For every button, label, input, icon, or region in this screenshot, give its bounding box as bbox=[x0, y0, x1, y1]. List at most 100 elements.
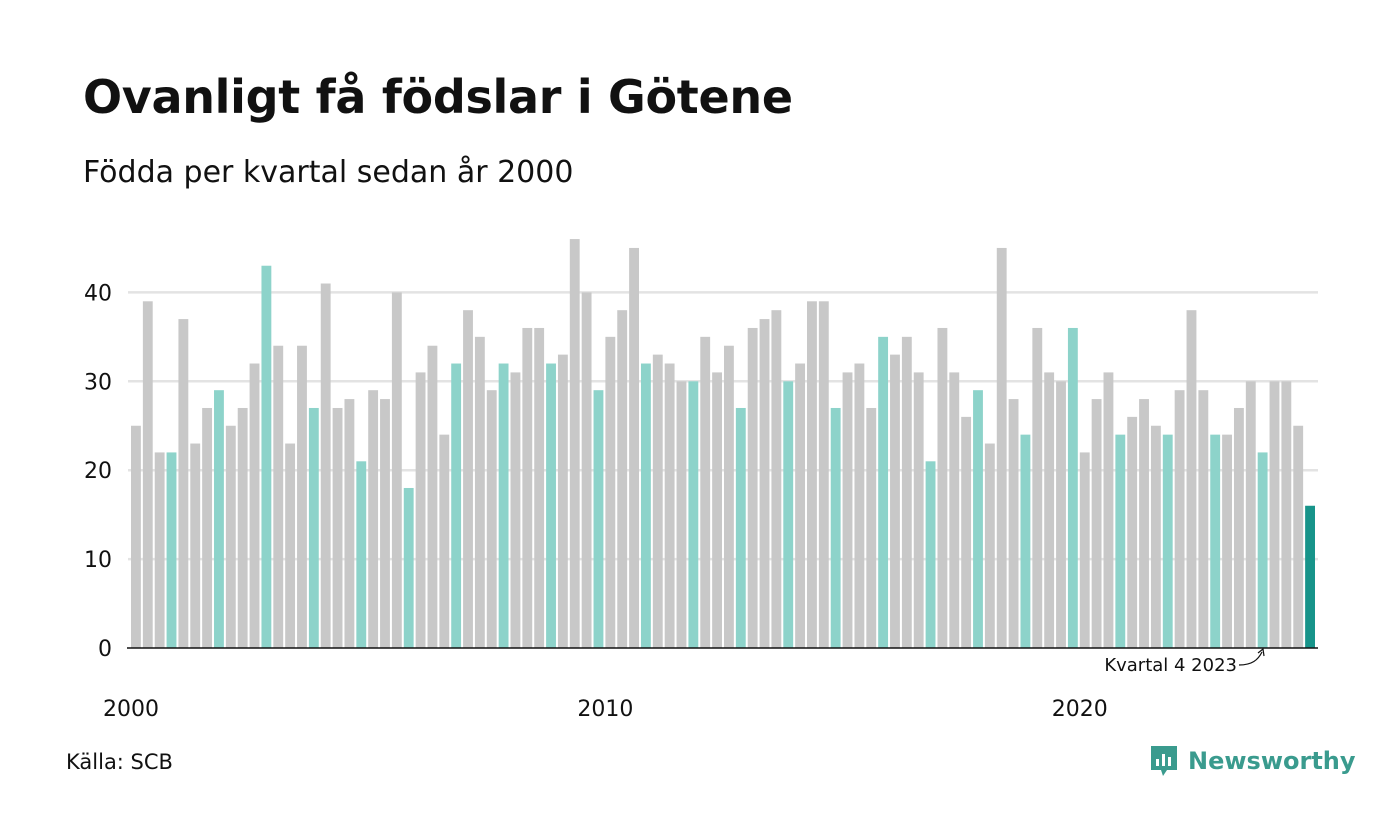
bar bbox=[166, 452, 177, 648]
bar bbox=[1067, 327, 1078, 648]
bar bbox=[747, 327, 758, 648]
bar bbox=[297, 345, 307, 648]
y-tick-label: 30 bbox=[84, 370, 112, 395]
bar bbox=[1281, 381, 1292, 648]
annotation-label: Kvartal 4 2023 bbox=[1104, 655, 1237, 676]
axes: 0 10 20 30 40 2000 2010 2020 bbox=[84, 281, 1318, 722]
bar bbox=[403, 487, 414, 648]
bar bbox=[273, 345, 284, 648]
bar bbox=[510, 372, 521, 648]
bar bbox=[890, 354, 900, 648]
bar bbox=[1020, 434, 1031, 648]
y-tick-label: 40 bbox=[84, 281, 112, 306]
bar bbox=[486, 390, 497, 648]
bar bbox=[1091, 399, 1102, 648]
y-tick-label: 20 bbox=[84, 459, 112, 484]
bar bbox=[996, 247, 1007, 648]
bar bbox=[1150, 425, 1161, 648]
bar bbox=[688, 381, 699, 648]
bar bbox=[344, 399, 355, 648]
bar bbox=[973, 390, 983, 648]
bar bbox=[1257, 452, 1268, 648]
bar bbox=[249, 363, 260, 648]
bar bbox=[617, 310, 628, 648]
bar bbox=[391, 292, 402, 648]
bar bbox=[949, 372, 960, 648]
bar bbox=[1115, 434, 1126, 648]
bar bbox=[700, 336, 711, 648]
bar bbox=[1044, 372, 1055, 648]
x-tick-label: 2010 bbox=[577, 697, 633, 722]
bar bbox=[830, 407, 841, 648]
bar bbox=[320, 283, 331, 648]
bar bbox=[1174, 390, 1185, 648]
bar bbox=[1305, 505, 1315, 648]
bar bbox=[807, 301, 817, 648]
bar bbox=[451, 363, 462, 648]
bar bbox=[676, 381, 687, 648]
bar bbox=[474, 336, 485, 648]
bar bbox=[569, 239, 580, 648]
bar bbox=[1079, 452, 1090, 648]
bar-chart: 0 10 20 30 40 2000 2010 2020 Kvartal 4 2023 bbox=[84, 239, 1318, 722]
bar bbox=[842, 372, 853, 648]
bar bbox=[1210, 434, 1221, 648]
bar bbox=[546, 363, 556, 648]
bar bbox=[261, 265, 272, 648]
bar bbox=[202, 407, 213, 648]
chart-title: Ovanligt få födslar i Götene bbox=[83, 70, 793, 124]
bar bbox=[664, 363, 675, 648]
bar bbox=[818, 301, 829, 648]
bar bbox=[1269, 381, 1280, 648]
bar bbox=[937, 327, 948, 648]
bar bbox=[771, 310, 782, 648]
bar bbox=[901, 336, 912, 648]
bar bbox=[190, 443, 201, 648]
bar bbox=[1293, 425, 1304, 648]
bar bbox=[1233, 407, 1244, 648]
chart-subtitle: Födda per kvartal sedan år 2000 bbox=[83, 155, 574, 190]
bar bbox=[368, 390, 379, 648]
bar bbox=[854, 363, 865, 648]
bar bbox=[463, 310, 473, 648]
bar bbox=[142, 301, 153, 648]
bar bbox=[925, 461, 936, 648]
bar bbox=[534, 327, 545, 648]
bar bbox=[866, 407, 877, 648]
bar bbox=[878, 336, 889, 648]
bar bbox=[629, 247, 639, 648]
bar bbox=[557, 354, 568, 648]
brand-logo: Newsworthy bbox=[1148, 743, 1356, 779]
bar bbox=[225, 425, 236, 648]
bar bbox=[1032, 327, 1043, 648]
bar bbox=[285, 443, 296, 648]
bar bbox=[593, 390, 604, 648]
bar bbox=[640, 363, 651, 648]
bar bbox=[356, 461, 367, 648]
bar bbox=[605, 336, 616, 648]
bar bbox=[1103, 372, 1114, 648]
bar bbox=[1056, 381, 1066, 648]
brand-name: Newsworthy bbox=[1188, 747, 1356, 775]
bar bbox=[652, 354, 663, 648]
bar bbox=[498, 363, 509, 648]
bar bbox=[380, 399, 390, 648]
source-note: Källa: SCB bbox=[66, 750, 173, 774]
bar bbox=[1198, 390, 1209, 648]
bars bbox=[131, 239, 1315, 648]
bar bbox=[178, 319, 189, 648]
bar bbox=[783, 381, 794, 648]
bar bbox=[581, 292, 592, 648]
bar bbox=[961, 416, 972, 648]
bar bbox=[1008, 399, 1019, 648]
x-tick-label: 2000 bbox=[103, 697, 159, 722]
bar bbox=[795, 363, 806, 648]
bar bbox=[332, 407, 343, 648]
bar bbox=[735, 407, 746, 648]
annotation: Kvartal 4 2023 bbox=[1104, 647, 1265, 676]
bar bbox=[1222, 434, 1232, 648]
annotation-arrowhead bbox=[1257, 647, 1265, 657]
bar bbox=[984, 443, 995, 648]
y-tick-label: 10 bbox=[84, 548, 112, 573]
x-tick-label: 2020 bbox=[1052, 697, 1108, 722]
